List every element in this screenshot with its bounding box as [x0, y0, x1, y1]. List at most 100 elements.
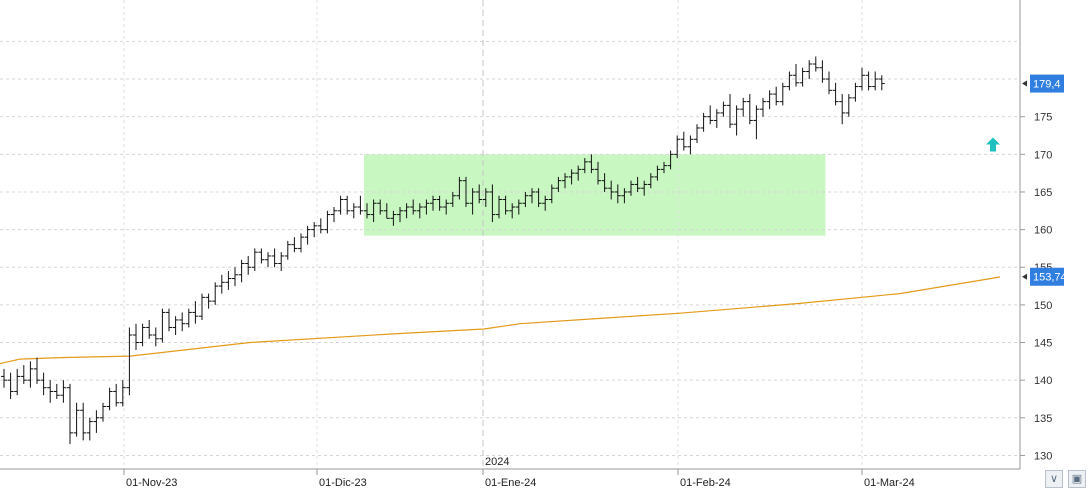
- ohlc-bar: [779, 82, 786, 106]
- ohlc-bar: [489, 184, 496, 223]
- ohlc-bar: [133, 323, 139, 351]
- ohlc-bar: [232, 267, 238, 287]
- ohlc-bar: [845, 94, 852, 117]
- ohlc-bar: [278, 252, 285, 272]
- ohlc-bar: [370, 199, 377, 223]
- ohlc-bar: [456, 176, 463, 200]
- ohlc-bar: [826, 71, 832, 95]
- y-tick-label: 170: [1034, 149, 1052, 161]
- ohlc-bar: [595, 161, 601, 185]
- ohlc-bar: [364, 203, 370, 219]
- save-icon: ▣: [1071, 472, 1083, 485]
- ohlc-bar: [621, 188, 628, 204]
- ohlc-bar: [93, 410, 100, 433]
- ohlc-bar: [73, 402, 80, 437]
- ohlc-bar: [139, 323, 146, 347]
- ohlc-bar: [878, 75, 885, 91]
- ohlc-bar: [694, 124, 700, 144]
- ohlc-bar: [555, 176, 562, 192]
- ohlc-bar: [357, 195, 364, 215]
- ohlc-bar: [535, 188, 542, 208]
- ohlc-bar: [291, 237, 298, 253]
- ohlc-bar: [443, 199, 450, 215]
- badge-pointer: [1022, 273, 1027, 280]
- ohlc-bar: [588, 154, 595, 174]
- range-box-layer: [364, 154, 826, 236]
- moving-average-layer: [0, 276, 1001, 365]
- ohlc-bar: [416, 203, 423, 219]
- ohlc-bar: [298, 233, 304, 253]
- ohlc-bar: [522, 191, 529, 208]
- ohlc-bar: [344, 195, 351, 215]
- ohlc-bar: [284, 240, 291, 260]
- ohlc-bar: [179, 312, 186, 332]
- ohlc-bar: [667, 150, 674, 170]
- ohlc-bar: [47, 380, 54, 403]
- badge-box: [1030, 267, 1064, 286]
- y-tick-label: 165: [1034, 187, 1052, 199]
- ohlc-bar: [350, 203, 357, 219]
- ohlc-bar: [601, 173, 608, 192]
- ohlc-bar: [766, 90, 773, 110]
- ohlc-bar: [476, 184, 483, 204]
- ohlc-bar: [753, 105, 760, 140]
- ohlc-bar: [793, 63, 799, 87]
- ohlc-bar: [410, 199, 417, 215]
- price-badges-layer: 179,4 153,74: [1022, 74, 1067, 286]
- ohlc-bar: [634, 176, 641, 192]
- ohlc-bar: [727, 94, 733, 128]
- ohlc-bar: [100, 402, 106, 422]
- save-button[interactable]: ▣: [1068, 470, 1086, 488]
- ohlc-bar: [806, 60, 813, 80]
- ohlc-bar: [377, 199, 384, 215]
- ohlc-bar: [680, 131, 687, 151]
- ohlc-bar: [502, 195, 509, 215]
- ohlc-bar: [271, 248, 278, 268]
- badge-text: 153,74: [1033, 272, 1067, 284]
- year-label: 2024: [485, 456, 509, 468]
- ohlc-bar: [119, 380, 126, 407]
- ohlc-bar: [449, 191, 456, 208]
- ohlc-bar: [185, 308, 192, 328]
- ohlc-bar: [872, 71, 879, 91]
- ohlc-bar: [509, 203, 516, 219]
- ohlc-bar: [53, 383, 60, 399]
- ohlc-bar: [390, 210, 397, 226]
- ohlc-bar: [172, 316, 179, 335]
- ohlc-bar: [740, 97, 747, 117]
- ohlc-bar: [159, 308, 166, 343]
- x-date-label: 01-Nov-23: [126, 477, 177, 488]
- ohlc-bar: [152, 327, 159, 347]
- y-tick-label: 130: [1034, 450, 1052, 462]
- ohlc-bar: [218, 274, 225, 294]
- ohlc-bar: [166, 308, 172, 332]
- grid-layer: [0, 0, 1020, 469]
- ohlc-bar: [86, 417, 93, 441]
- ohlc-bar: [245, 255, 252, 275]
- x-date-label: 01-Dic-23: [319, 477, 367, 488]
- ohlc-bar: [674, 135, 681, 159]
- ohlc-bar: [258, 248, 265, 264]
- ohlc-bar: [568, 169, 575, 185]
- scroll-down-button[interactable]: ∨: [1045, 470, 1063, 488]
- ohlc-bar: [397, 207, 403, 223]
- ohlc-bar: [430, 195, 436, 211]
- x-date-label: 01-Feb-24: [680, 477, 731, 488]
- ohlc-bar: [265, 252, 271, 268]
- ohlc-bar: [542, 195, 549, 211]
- ohlc-bar: [27, 361, 34, 388]
- ohlc-bar: [515, 199, 522, 215]
- ohlc-bar: [106, 387, 113, 411]
- moving-average-line: [0, 276, 1001, 365]
- ohlc-bar: [192, 301, 199, 324]
- ohlc-bar: [529, 188, 535, 204]
- ohlc-bar: [812, 56, 819, 72]
- ohlc-bar: [832, 82, 839, 106]
- ohlc-bars-layer: [1, 56, 885, 445]
- ohlc-bar: [773, 86, 780, 106]
- ohlc-bar: [581, 158, 588, 174]
- ohlc-bar: [463, 176, 469, 208]
- ohlc-bar: [562, 173, 568, 189]
